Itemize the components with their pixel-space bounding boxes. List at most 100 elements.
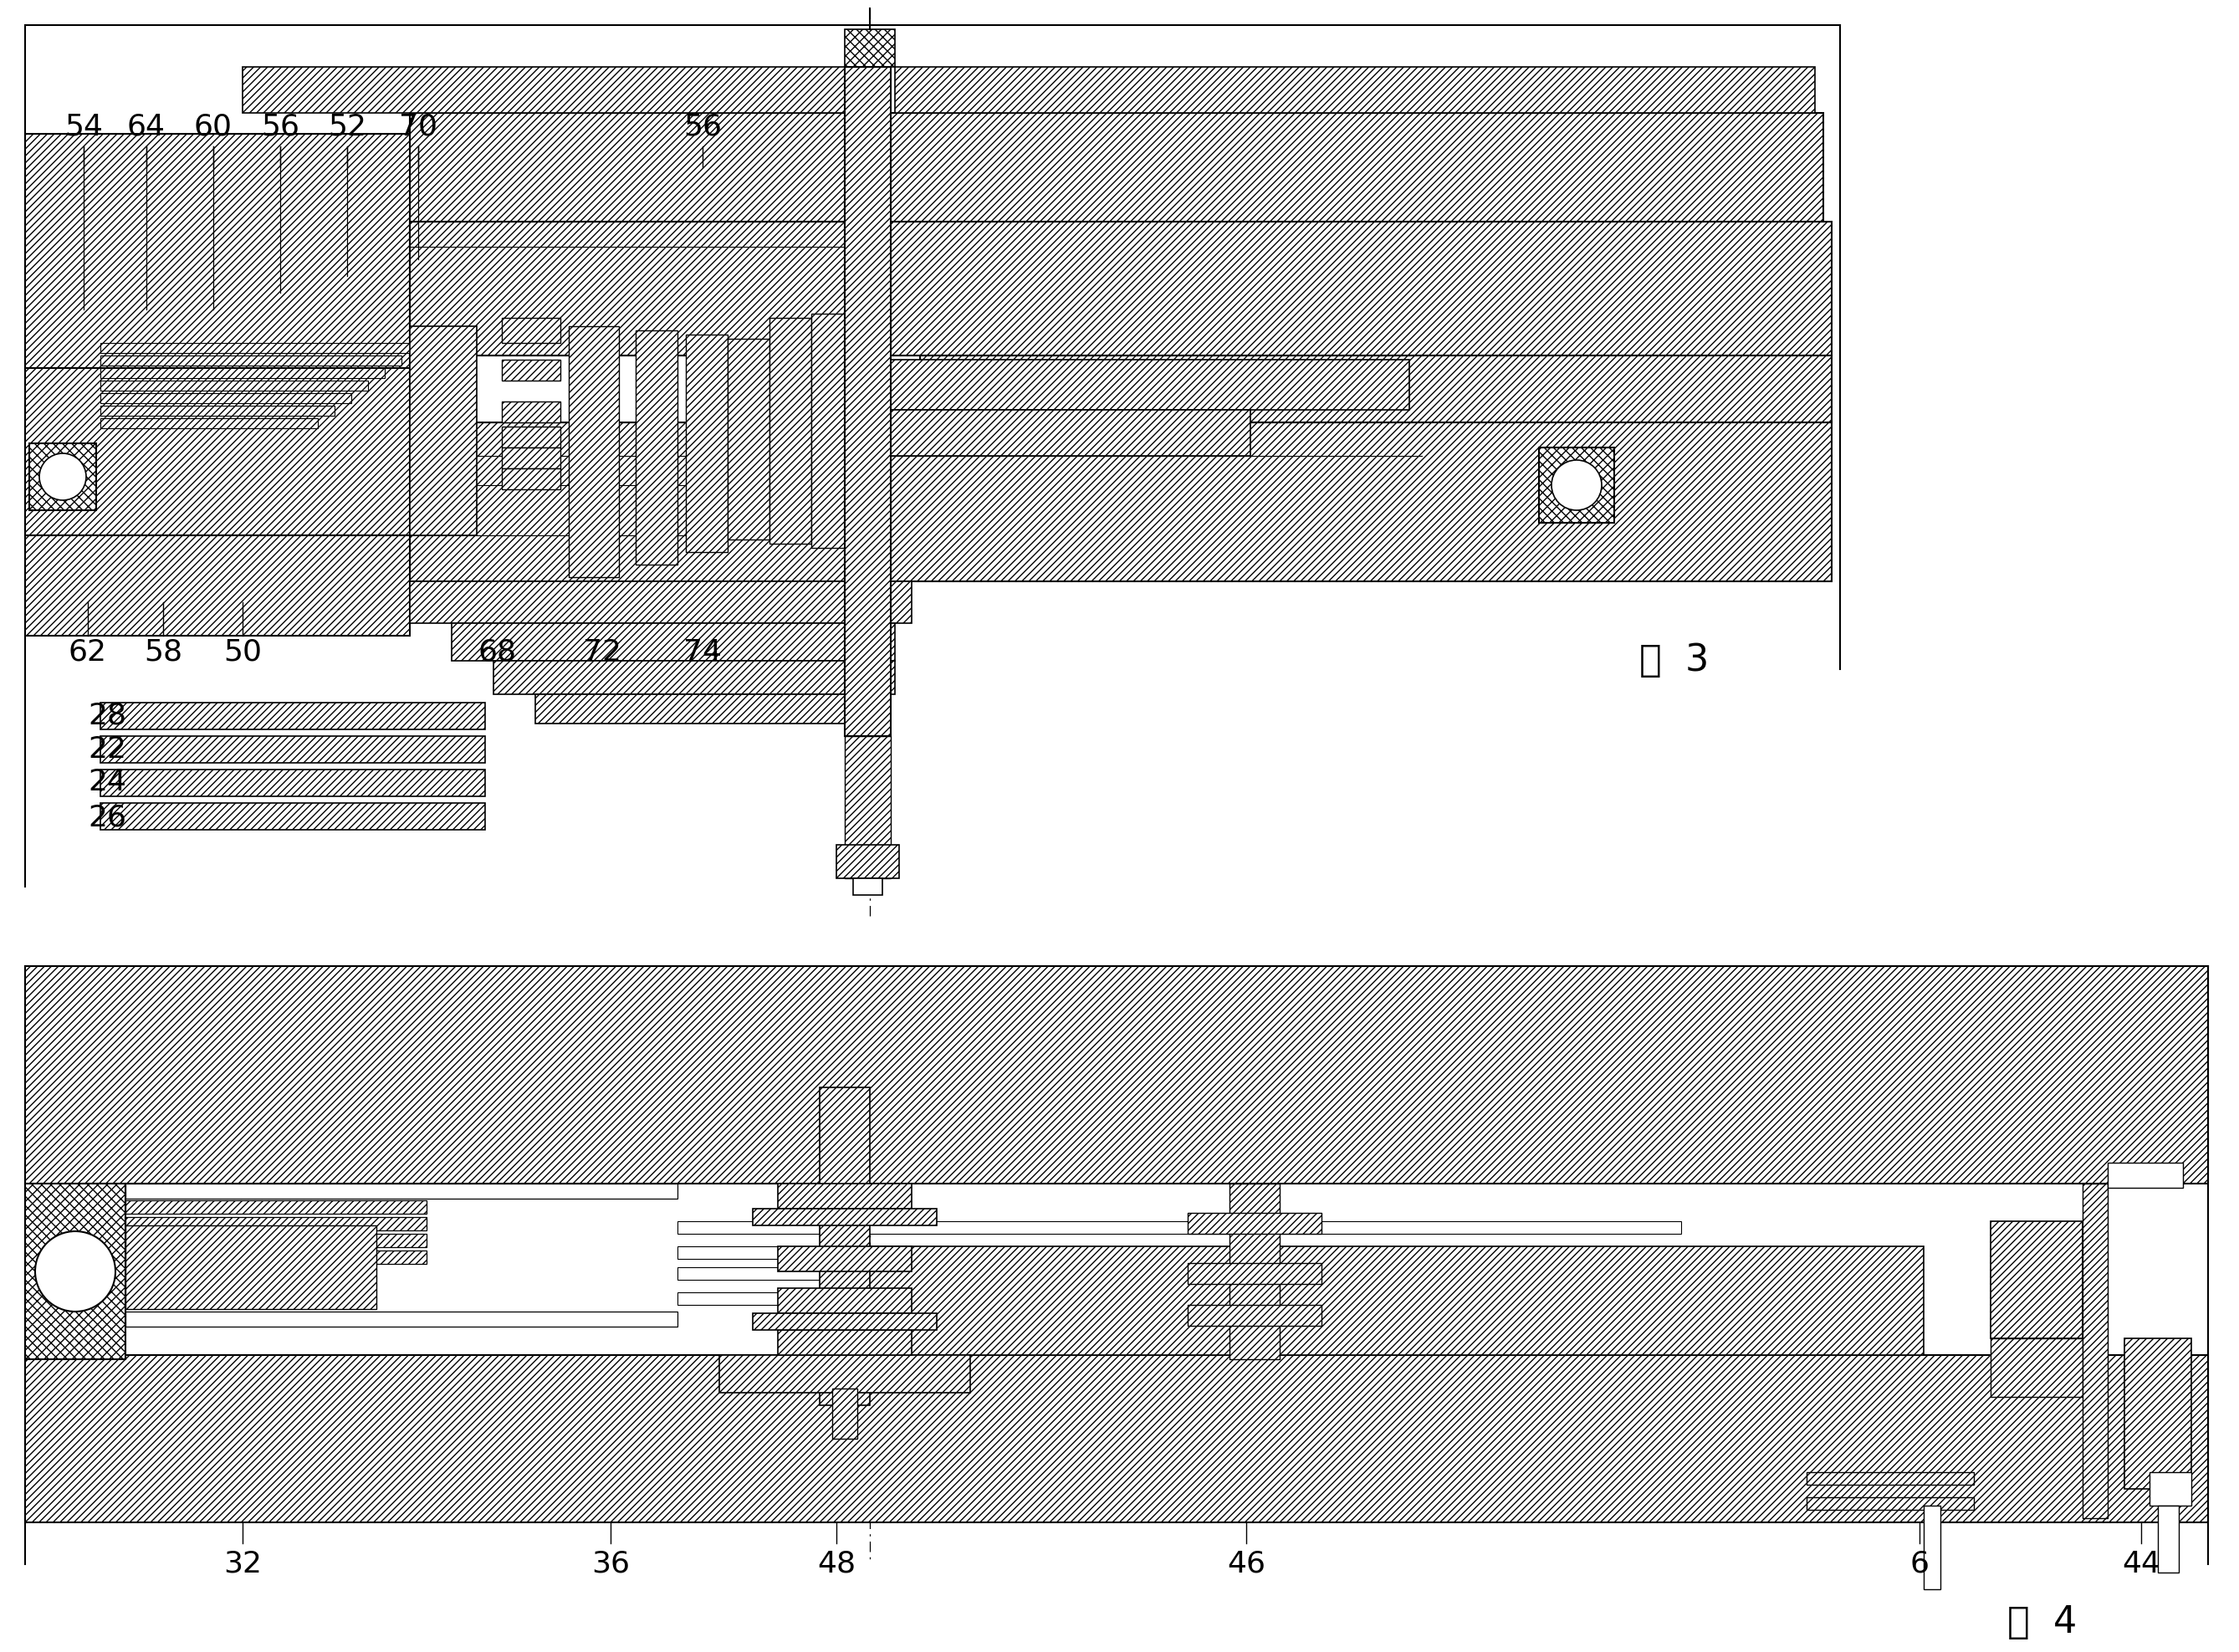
- Bar: [752, 1209, 936, 1226]
- Bar: [410, 221, 1832, 355]
- Bar: [25, 1183, 125, 1360]
- Bar: [125, 1201, 428, 1214]
- Bar: [101, 380, 367, 390]
- Bar: [502, 317, 560, 344]
- Bar: [891, 360, 1408, 410]
- Bar: [678, 1267, 1681, 1280]
- Bar: [1807, 1472, 1975, 1485]
- Bar: [777, 1246, 911, 1272]
- Bar: [1990, 1221, 2082, 1338]
- Bar: [837, 1246, 1923, 1355]
- Bar: [920, 355, 1832, 423]
- Bar: [636, 330, 678, 565]
- Bar: [452, 623, 896, 661]
- Bar: [2082, 1183, 2107, 1518]
- Bar: [1187, 1213, 1321, 1234]
- Bar: [410, 582, 911, 623]
- Bar: [502, 426, 560, 448]
- Bar: [752, 1313, 936, 1330]
- Text: 74: 74: [683, 638, 721, 667]
- Bar: [837, 844, 900, 879]
- Bar: [678, 1292, 1681, 1305]
- Bar: [1923, 1505, 1941, 1589]
- Text: 28: 28: [87, 700, 125, 730]
- Bar: [25, 134, 410, 368]
- Bar: [777, 1330, 911, 1355]
- Bar: [25, 966, 2208, 1183]
- Bar: [2149, 1472, 2192, 1505]
- Bar: [125, 1218, 428, 1231]
- Bar: [101, 418, 318, 428]
- Bar: [844, 30, 896, 68]
- Bar: [1990, 1338, 2082, 1398]
- Bar: [1538, 448, 1614, 522]
- Bar: [101, 368, 385, 378]
- Bar: [101, 344, 419, 354]
- Bar: [777, 1183, 911, 1209]
- Bar: [25, 368, 410, 535]
- Text: 54: 54: [65, 112, 103, 142]
- Bar: [410, 325, 477, 535]
- Bar: [811, 314, 844, 548]
- Text: 44: 44: [2123, 1550, 2161, 1578]
- Text: 52: 52: [327, 112, 367, 142]
- Bar: [410, 423, 1832, 582]
- Bar: [101, 770, 486, 796]
- Text: 46: 46: [1227, 1550, 1265, 1578]
- Bar: [2125, 1338, 2192, 1488]
- Bar: [1229, 1183, 1281, 1360]
- Text: 图  3: 图 3: [1639, 643, 1708, 679]
- Bar: [777, 1289, 911, 1313]
- Bar: [844, 737, 891, 879]
- Text: 6: 6: [1910, 1550, 1930, 1578]
- Text: 72: 72: [582, 638, 622, 667]
- Bar: [685, 335, 728, 552]
- Bar: [101, 406, 334, 416]
- Bar: [535, 694, 887, 724]
- Text: 70: 70: [399, 112, 437, 142]
- Bar: [410, 112, 1823, 221]
- Bar: [125, 1183, 428, 1198]
- Bar: [493, 661, 896, 694]
- Circle shape: [1552, 459, 1601, 510]
- Bar: [2158, 1505, 2179, 1573]
- Bar: [1807, 1497, 1975, 1510]
- Bar: [25, 535, 410, 636]
- Bar: [1187, 1264, 1321, 1284]
- Bar: [2107, 1163, 2183, 1188]
- Circle shape: [36, 1231, 116, 1312]
- Bar: [125, 1183, 678, 1199]
- Bar: [678, 1246, 1681, 1259]
- Text: 22: 22: [87, 735, 125, 763]
- Bar: [125, 1226, 376, 1308]
- Text: 68: 68: [479, 638, 517, 667]
- Bar: [833, 1389, 858, 1439]
- Bar: [29, 443, 96, 510]
- Bar: [502, 360, 560, 380]
- Bar: [25, 1355, 2208, 1523]
- Bar: [502, 401, 560, 423]
- Text: 56: 56: [683, 112, 721, 142]
- Bar: [242, 68, 853, 112]
- Text: 26: 26: [87, 805, 125, 833]
- Bar: [101, 737, 486, 763]
- Bar: [819, 1087, 869, 1406]
- Bar: [853, 879, 882, 895]
- Text: 48: 48: [817, 1550, 855, 1578]
- Bar: [891, 410, 1249, 456]
- Bar: [101, 393, 352, 403]
- Bar: [125, 1312, 678, 1327]
- Text: 36: 36: [591, 1550, 629, 1578]
- Bar: [770, 317, 811, 544]
- Bar: [502, 469, 560, 489]
- Bar: [502, 448, 560, 469]
- Bar: [125, 1234, 428, 1247]
- Text: 58: 58: [143, 638, 181, 667]
- Bar: [101, 702, 486, 730]
- Bar: [719, 1355, 969, 1393]
- Text: 图  4: 图 4: [2008, 1604, 2078, 1640]
- Text: 56: 56: [262, 112, 300, 142]
- Circle shape: [40, 453, 85, 501]
- Bar: [101, 803, 486, 829]
- Text: 62: 62: [69, 638, 107, 667]
